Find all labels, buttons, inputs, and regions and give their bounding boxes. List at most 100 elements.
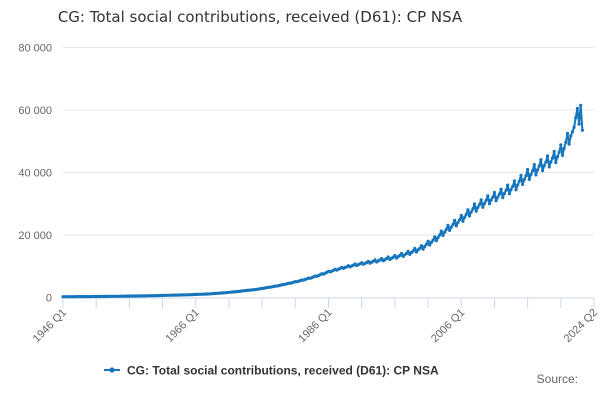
series-point: [527, 177, 531, 181]
series-point: [544, 160, 548, 164]
series-point: [424, 242, 428, 246]
series-point: [458, 218, 462, 222]
series-point: [492, 190, 496, 195]
x-tick-label: 2024 Q2: [562, 307, 600, 345]
series-point: [434, 239, 438, 243]
series-point: [504, 188, 508, 192]
y-tick-label: 0: [46, 293, 52, 305]
series-point: [497, 192, 501, 196]
series-point: [506, 183, 510, 187]
series-point: [536, 168, 540, 172]
series-point: [516, 183, 520, 187]
series-point: [439, 229, 443, 233]
series-point: [380, 257, 384, 261]
series-point: [419, 244, 423, 248]
series-point: [521, 182, 525, 186]
series-point: [472, 202, 477, 206]
series-point: [438, 233, 442, 237]
x-axis: 1946 Q1 1966 Q1 1986 Q1 2006 Q1 2024 Q2: [31, 297, 600, 345]
series-group: [61, 103, 585, 299]
series-point: [479, 198, 483, 202]
series-point: [491, 195, 495, 199]
series-point: [496, 195, 500, 199]
series-point: [549, 160, 553, 164]
series-point: [426, 239, 430, 243]
series-point: [541, 169, 545, 173]
series-point: [481, 205, 485, 209]
series-point: [471, 207, 475, 211]
series-point: [507, 192, 511, 196]
series-point: [569, 134, 573, 138]
series-point: [469, 210, 473, 214]
series-point: [574, 116, 578, 120]
series-point: [539, 158, 543, 162]
series-point: [511, 184, 515, 188]
x-tick-label: 1946 Q1: [31, 307, 69, 345]
series-point: [562, 146, 566, 150]
series-point: [519, 173, 523, 177]
series-point: [411, 249, 415, 253]
gridlines: [63, 47, 594, 236]
series-point: [476, 205, 480, 209]
series-point: [454, 224, 458, 228]
series-point: [554, 160, 558, 165]
series-point: [559, 143, 563, 147]
legend-label: CG: Total social contributions, received…: [127, 364, 439, 378]
series-point: [522, 178, 526, 182]
series-point: [474, 209, 478, 213]
series-point: [418, 246, 422, 250]
series-point: [461, 219, 465, 223]
series-point: [555, 155, 560, 159]
x-tick-label: 1966 Q1: [164, 307, 202, 345]
series-point: [570, 130, 575, 134]
series-point: [451, 222, 455, 227]
series-point: [453, 218, 457, 222]
series-point: [499, 187, 503, 191]
x-tick-label: 1986 Q1: [296, 307, 334, 345]
chart-title: CG: Total social contributions, received…: [58, 8, 463, 26]
y-axis-labels: 0 20 000 40 000 60 000 80 000: [18, 43, 52, 305]
series-point: [512, 179, 517, 183]
y-tick-label: 40 000: [18, 168, 52, 180]
source-label: Source:: [537, 372, 578, 386]
series-point: [431, 238, 435, 242]
series-point: [560, 153, 565, 157]
series-point: [464, 212, 468, 217]
series-point: [509, 188, 513, 192]
series-point: [459, 213, 463, 218]
series-point: [436, 236, 440, 240]
series-line: [62, 104, 584, 298]
series-point: [489, 198, 493, 202]
x-tick-label: 2006 Q1: [429, 307, 467, 345]
series-point: [448, 228, 452, 232]
series-point: [444, 227, 448, 231]
series-point: [517, 179, 521, 183]
series-point: [433, 235, 437, 239]
series-point: [524, 174, 528, 178]
series-point: [514, 188, 518, 192]
series-point: [552, 149, 556, 154]
legend-item[interactable]: CG: Total social contributions, received…: [104, 364, 439, 378]
series-point: [565, 131, 570, 135]
series-point: [575, 106, 580, 110]
series-point: [441, 233, 445, 237]
series-point: [572, 125, 576, 129]
series-point: [534, 173, 538, 177]
series-point: [399, 251, 404, 256]
series-point: [486, 194, 490, 198]
series-point: [386, 255, 390, 259]
series-point: [567, 142, 571, 146]
series-point: [579, 103, 583, 107]
series-point: [537, 164, 541, 168]
series-point: [529, 172, 533, 177]
series-point: [502, 191, 506, 196]
series-point: [577, 122, 581, 126]
series-point: [484, 199, 488, 203]
series-point: [467, 214, 472, 218]
series-point: [446, 223, 450, 227]
series-point: [532, 163, 536, 167]
y-tick-label: 20 000: [18, 230, 52, 242]
series-point: [531, 169, 535, 173]
